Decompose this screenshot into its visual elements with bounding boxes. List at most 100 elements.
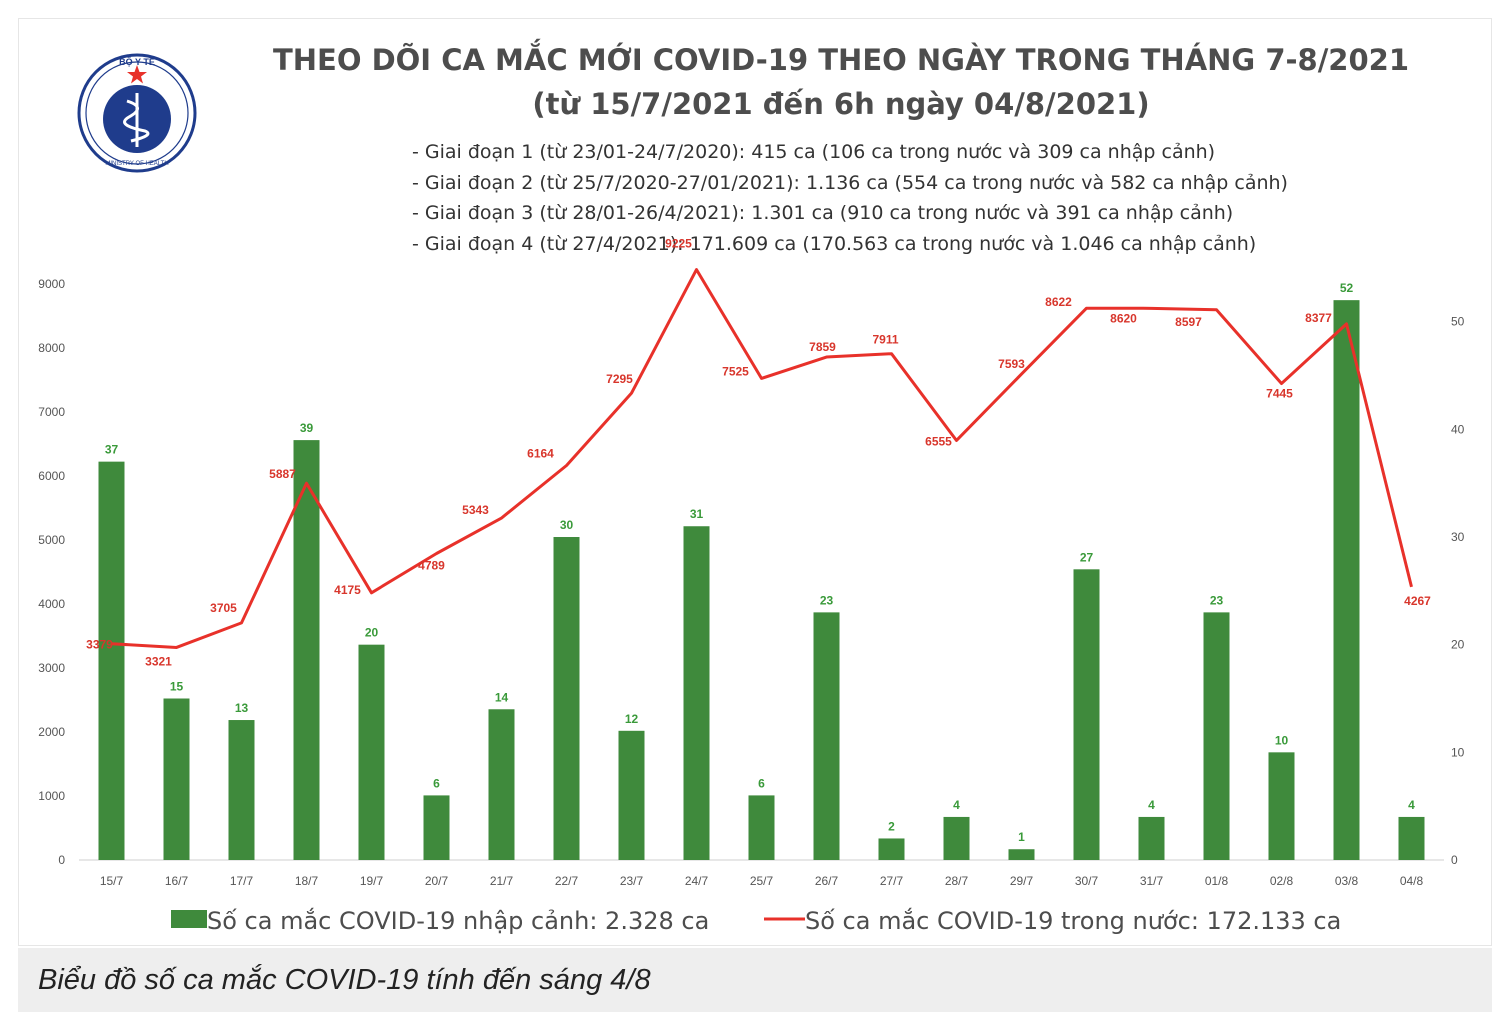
bar bbox=[1203, 612, 1230, 860]
bar bbox=[878, 838, 905, 860]
bar bbox=[1138, 816, 1165, 860]
left-tick-label: 5000 bbox=[38, 533, 65, 547]
phase-note-2: - Giai đoạn 2 (từ 25/7/2020-27/01/2021):… bbox=[412, 172, 1288, 194]
bar-value-label: 27 bbox=[1080, 550, 1094, 564]
legend-bar-swatch bbox=[171, 910, 207, 928]
x-tick-label: 15/7 bbox=[100, 874, 124, 888]
right-y-axis: 0 10 20 30 40 50 bbox=[1451, 315, 1465, 867]
bar-value-label: 14 bbox=[495, 690, 509, 704]
left-tick-label: 0 bbox=[58, 853, 65, 867]
ministry-of-health-logo: BỘ Y TẾ MINISTRY OF HEALTH bbox=[77, 53, 197, 173]
phase-note-1: - Giai đoạn 1 (từ 23/01-24/7/2020): 415 … bbox=[412, 141, 1215, 163]
bar bbox=[1268, 752, 1295, 860]
left-tick-label: 6000 bbox=[38, 469, 65, 483]
x-tick-label: 25/7 bbox=[750, 874, 774, 888]
line-value-label: 7859 bbox=[809, 340, 836, 354]
bar-value-label: 6 bbox=[433, 776, 440, 790]
line-value-label: 7295 bbox=[606, 372, 633, 386]
line-value-label: 6555 bbox=[925, 434, 952, 448]
x-tick-label: 02/8 bbox=[1270, 874, 1294, 888]
bar bbox=[423, 795, 450, 860]
bar bbox=[163, 698, 190, 860]
bar bbox=[1333, 300, 1360, 860]
bar bbox=[1073, 569, 1100, 860]
bar-value-label: 6 bbox=[758, 776, 765, 790]
line-path bbox=[111, 268, 1413, 649]
x-tick-label: 17/7 bbox=[230, 874, 254, 888]
bar bbox=[553, 537, 580, 860]
bar-value-label: 37 bbox=[105, 443, 119, 457]
phase-note-3: - Giai đoạn 3 (từ 28/01-26/4/2021): 1.30… bbox=[412, 202, 1233, 224]
line-value-label: 4267 bbox=[1404, 594, 1431, 608]
line-value-label: 3321 bbox=[145, 654, 172, 668]
bar-value-label: 23 bbox=[820, 593, 834, 607]
x-tick-label: 18/7 bbox=[295, 874, 319, 888]
line-value-label: 7445 bbox=[1266, 387, 1293, 401]
x-tick-label: 31/7 bbox=[1140, 874, 1164, 888]
line-value-label: 4175 bbox=[334, 583, 361, 597]
bar-value-label: 30 bbox=[560, 518, 574, 532]
bar-data-labels: 37 15 13 39 20 6 14 30 12 31 6 23 2 4 1 27 4 23 10 52 4 bbox=[105, 281, 1415, 844]
x-tick-label: 30/7 bbox=[1075, 874, 1099, 888]
legend-line-label: Số ca mắc COVID-19 trong nước: 172.133 c… bbox=[805, 906, 1341, 935]
bar bbox=[943, 816, 970, 860]
x-tick-label: 26/7 bbox=[815, 874, 839, 888]
bar-value-label: 2 bbox=[888, 819, 895, 833]
bar-value-label: 10 bbox=[1275, 733, 1289, 747]
right-tick-label: 20 bbox=[1451, 638, 1465, 652]
line-value-label: 5343 bbox=[462, 503, 489, 517]
line-value-label: 4789 bbox=[418, 559, 445, 573]
x-tick-label: 01/8 bbox=[1205, 874, 1229, 888]
bar-value-label: 15 bbox=[170, 680, 184, 694]
right-tick-label: 10 bbox=[1451, 745, 1465, 759]
x-tick-label: 16/7 bbox=[165, 874, 189, 888]
bar-value-label: 4 bbox=[1408, 798, 1415, 812]
line-value-label: 8622 bbox=[1045, 295, 1072, 309]
bar bbox=[618, 730, 645, 860]
bar-value-label: 31 bbox=[690, 507, 704, 521]
line-value-label: 7525 bbox=[722, 364, 749, 378]
chart-canvas: BỘ Y TẾ MINISTRY OF HEALTH THEO DÕI CA M… bbox=[38, 40, 1465, 935]
x-axis: 15/7 16/7 17/7 18/7 19/7 20/7 21/7 22/7 23/7 24/7… bbox=[79, 859, 1444, 888]
chart-title: THEO DÕI CA MẮC MỚI COVID-19 THEO NGÀY T… bbox=[273, 40, 1409, 77]
left-tick-label: 3000 bbox=[38, 661, 65, 675]
x-tick-label: 22/7 bbox=[555, 874, 579, 888]
bar bbox=[813, 612, 840, 860]
bar-value-label: 12 bbox=[625, 712, 639, 726]
line-data-labels: 3379 3321 3705 5887 4175 4789 5343 6164 7295 9225… bbox=[86, 237, 1431, 669]
x-tick-label: 27/7 bbox=[880, 874, 904, 888]
bar-value-label: 39 bbox=[300, 421, 314, 435]
bar bbox=[358, 644, 385, 860]
right-tick-label: 50 bbox=[1451, 315, 1465, 329]
line-value-label: 8620 bbox=[1110, 311, 1137, 325]
bar bbox=[98, 461, 125, 860]
bar bbox=[293, 440, 320, 860]
bar bbox=[683, 526, 710, 860]
chart-frame: BỘ Y TẾ MINISTRY OF HEALTH THEO DÕI CA M… bbox=[18, 18, 1492, 946]
left-tick-label: 7000 bbox=[38, 405, 65, 419]
line-value-label: 8597 bbox=[1175, 315, 1202, 329]
logo-bottom-text: MINISTRY OF HEALTH bbox=[105, 161, 168, 167]
right-tick-label: 30 bbox=[1451, 530, 1465, 544]
bar-value-label: 1 bbox=[1018, 830, 1025, 844]
bar bbox=[228, 720, 255, 860]
right-tick-label: 40 bbox=[1451, 422, 1465, 436]
x-tick-label: 20/7 bbox=[425, 874, 449, 888]
phase-note-4: - Giai đoạn 4 (từ 27/4/2021): 171.609 ca… bbox=[412, 233, 1256, 255]
x-tick-label: 23/7 bbox=[620, 874, 644, 888]
x-tick-label: 04/8 bbox=[1400, 874, 1424, 888]
x-tick-label: 28/7 bbox=[945, 874, 969, 888]
x-tick-label: 21/7 bbox=[490, 874, 514, 888]
left-y-axis: 0 1000 2000 3000 4000 5000 6000 7000 8000 9000 bbox=[38, 277, 65, 867]
left-tick-label: 8000 bbox=[38, 341, 65, 355]
left-tick-label: 1000 bbox=[38, 789, 65, 803]
bar-value-label: 4 bbox=[1148, 798, 1155, 812]
x-tick-label: 29/7 bbox=[1010, 874, 1034, 888]
bar-value-label: 4 bbox=[953, 798, 960, 812]
x-tick-label: 03/8 bbox=[1335, 874, 1359, 888]
left-tick-label: 2000 bbox=[38, 725, 65, 739]
line-value-label: 8377 bbox=[1305, 311, 1332, 325]
x-tick-label: 24/7 bbox=[685, 874, 709, 888]
left-tick-label: 9000 bbox=[38, 277, 65, 291]
logo-top-text: BỘ Y TẾ bbox=[119, 56, 155, 67]
